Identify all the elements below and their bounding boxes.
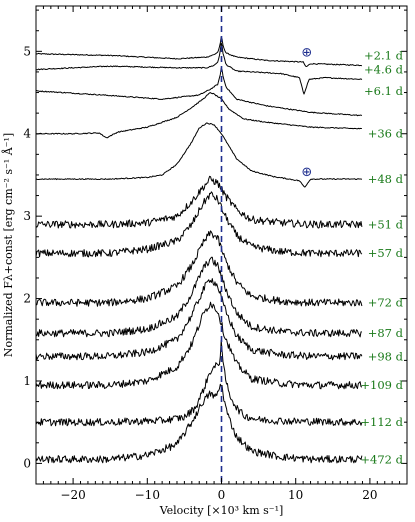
epoch-label: +51 d: [368, 217, 404, 231]
epoch-label: +48 d: [368, 172, 404, 186]
epoch-label: +472 d: [360, 452, 403, 466]
epoch-label: +57 d: [368, 246, 404, 260]
y-tick-label: 1: [23, 374, 31, 388]
y-axis-label: Normalized Fλ+const [erg cm⁻² s⁻¹ Å⁻¹]: [1, 133, 15, 357]
x-tick-label: 0: [218, 488, 226, 502]
epoch-label: +98 d: [368, 349, 404, 363]
y-tick-label: 2: [23, 292, 31, 306]
telluric-marker: ⊕: [301, 45, 312, 60]
x-tick-label: 20: [362, 488, 377, 502]
telluric-marker: ⊕: [301, 165, 312, 180]
spectrum-line: [35, 92, 362, 139]
x-tick-label: 10: [288, 488, 303, 502]
spectrum-line: [35, 191, 363, 258]
epoch-label: +6.1 d: [364, 84, 404, 98]
epoch-label: +112 d: [360, 415, 403, 429]
axis-ticks: −20 −10 0 10 20 0 1 2 3 4 5: [23, 6, 408, 502]
y-tick-label: 0: [23, 456, 31, 470]
spectrum-line: [35, 42, 363, 95]
epoch-label: +109 d: [360, 378, 403, 392]
epoch-label: +87 d: [368, 326, 404, 340]
spectrum-line: [35, 301, 363, 390]
plot-area: ⊕⊕: [35, 6, 363, 484]
spectrum-line: [35, 278, 363, 361]
y-tick-label: 5: [23, 44, 31, 58]
epoch-label: +72 d: [368, 296, 404, 310]
spectrum-line: [35, 67, 363, 117]
spectrum-line: [35, 256, 362, 338]
x-tick-label: −10: [135, 488, 160, 502]
spectrum-line: [35, 175, 363, 229]
spectrum-line: [35, 230, 363, 307]
epoch-label: +36 d: [368, 127, 404, 141]
x-axis-label: Velocity [×10³ km s⁻¹]: [159, 504, 284, 517]
x-tick-label: −20: [60, 488, 85, 502]
epoch-labels: +2.1 d+4.6 d +6.1 d +36 d +48 d +51 d +57 d +7…: [360, 48, 403, 466]
y-tick-label: 3: [23, 209, 31, 223]
epoch-label: +2.1 d: [364, 48, 404, 62]
epoch-label: +4.6 d: [364, 62, 404, 76]
y-tick-label: 4: [23, 127, 31, 141]
spectrum-line: [35, 339, 363, 427]
spectrum-line: [35, 36, 362, 68]
spectrum-line: [35, 383, 363, 464]
spectrum-line: [35, 122, 363, 188]
